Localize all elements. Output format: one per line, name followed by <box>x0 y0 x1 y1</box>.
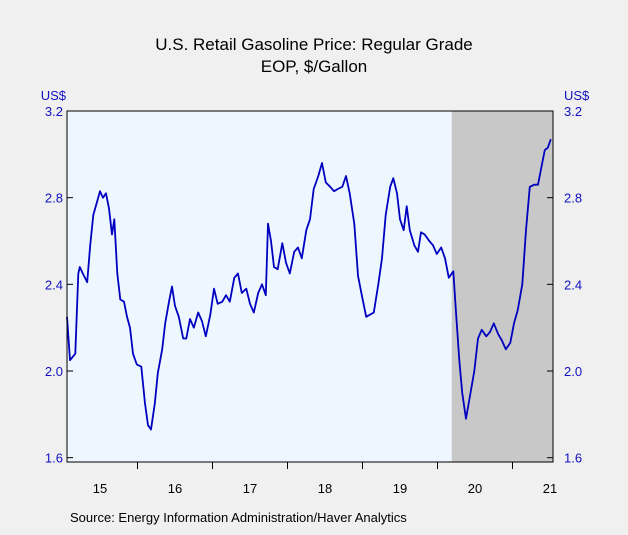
x-tick-label: 19 <box>393 481 407 496</box>
plot-area: 1.6 1.6 2.0 2.0 2.4 2.4 2.8 2.8 3.2 3.2 15 16 17 18 19… <box>45 104 582 496</box>
chart-subtitle: EOP, $/Gallon <box>261 57 367 76</box>
x-tick-label: 15 <box>93 481 107 496</box>
x-tick-label: 17 <box>243 481 257 496</box>
y-tick-label: 2.0 <box>45 364 63 379</box>
chart-title: U.S. Retail Gasoline Price: Regular Grad… <box>155 35 472 54</box>
y-tick-label: 2.4 <box>45 277 63 292</box>
y-tick-label: 2.8 <box>45 191 63 206</box>
y-tick-label: 1.6 <box>45 451 63 466</box>
y-tick-label: 3.2 <box>45 104 63 119</box>
y-tick-label-right: 2.4 <box>564 277 582 292</box>
x-tick-label: 18 <box>318 481 332 496</box>
y-tick-label-right: 2.8 <box>564 191 582 206</box>
x-tick-label: 20 <box>468 481 482 496</box>
x-tick-label: 21 <box>543 481 557 496</box>
y-unit-left: US$ <box>41 88 67 103</box>
source-note: Source: Energy Information Administratio… <box>70 510 407 525</box>
price-line <box>66 138 552 431</box>
x-tick-label: 16 <box>168 481 182 496</box>
y-tick-label-right: 1.6 <box>564 451 582 466</box>
y-tick-label-right: 3.2 <box>564 104 582 119</box>
y-unit-right: US$ <box>564 88 590 103</box>
y-tick-label-right: 2.0 <box>564 364 582 379</box>
plot-frame <box>66 110 554 463</box>
